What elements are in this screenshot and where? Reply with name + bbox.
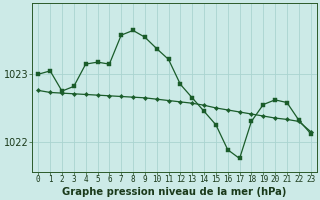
- X-axis label: Graphe pression niveau de la mer (hPa): Graphe pression niveau de la mer (hPa): [62, 187, 287, 197]
